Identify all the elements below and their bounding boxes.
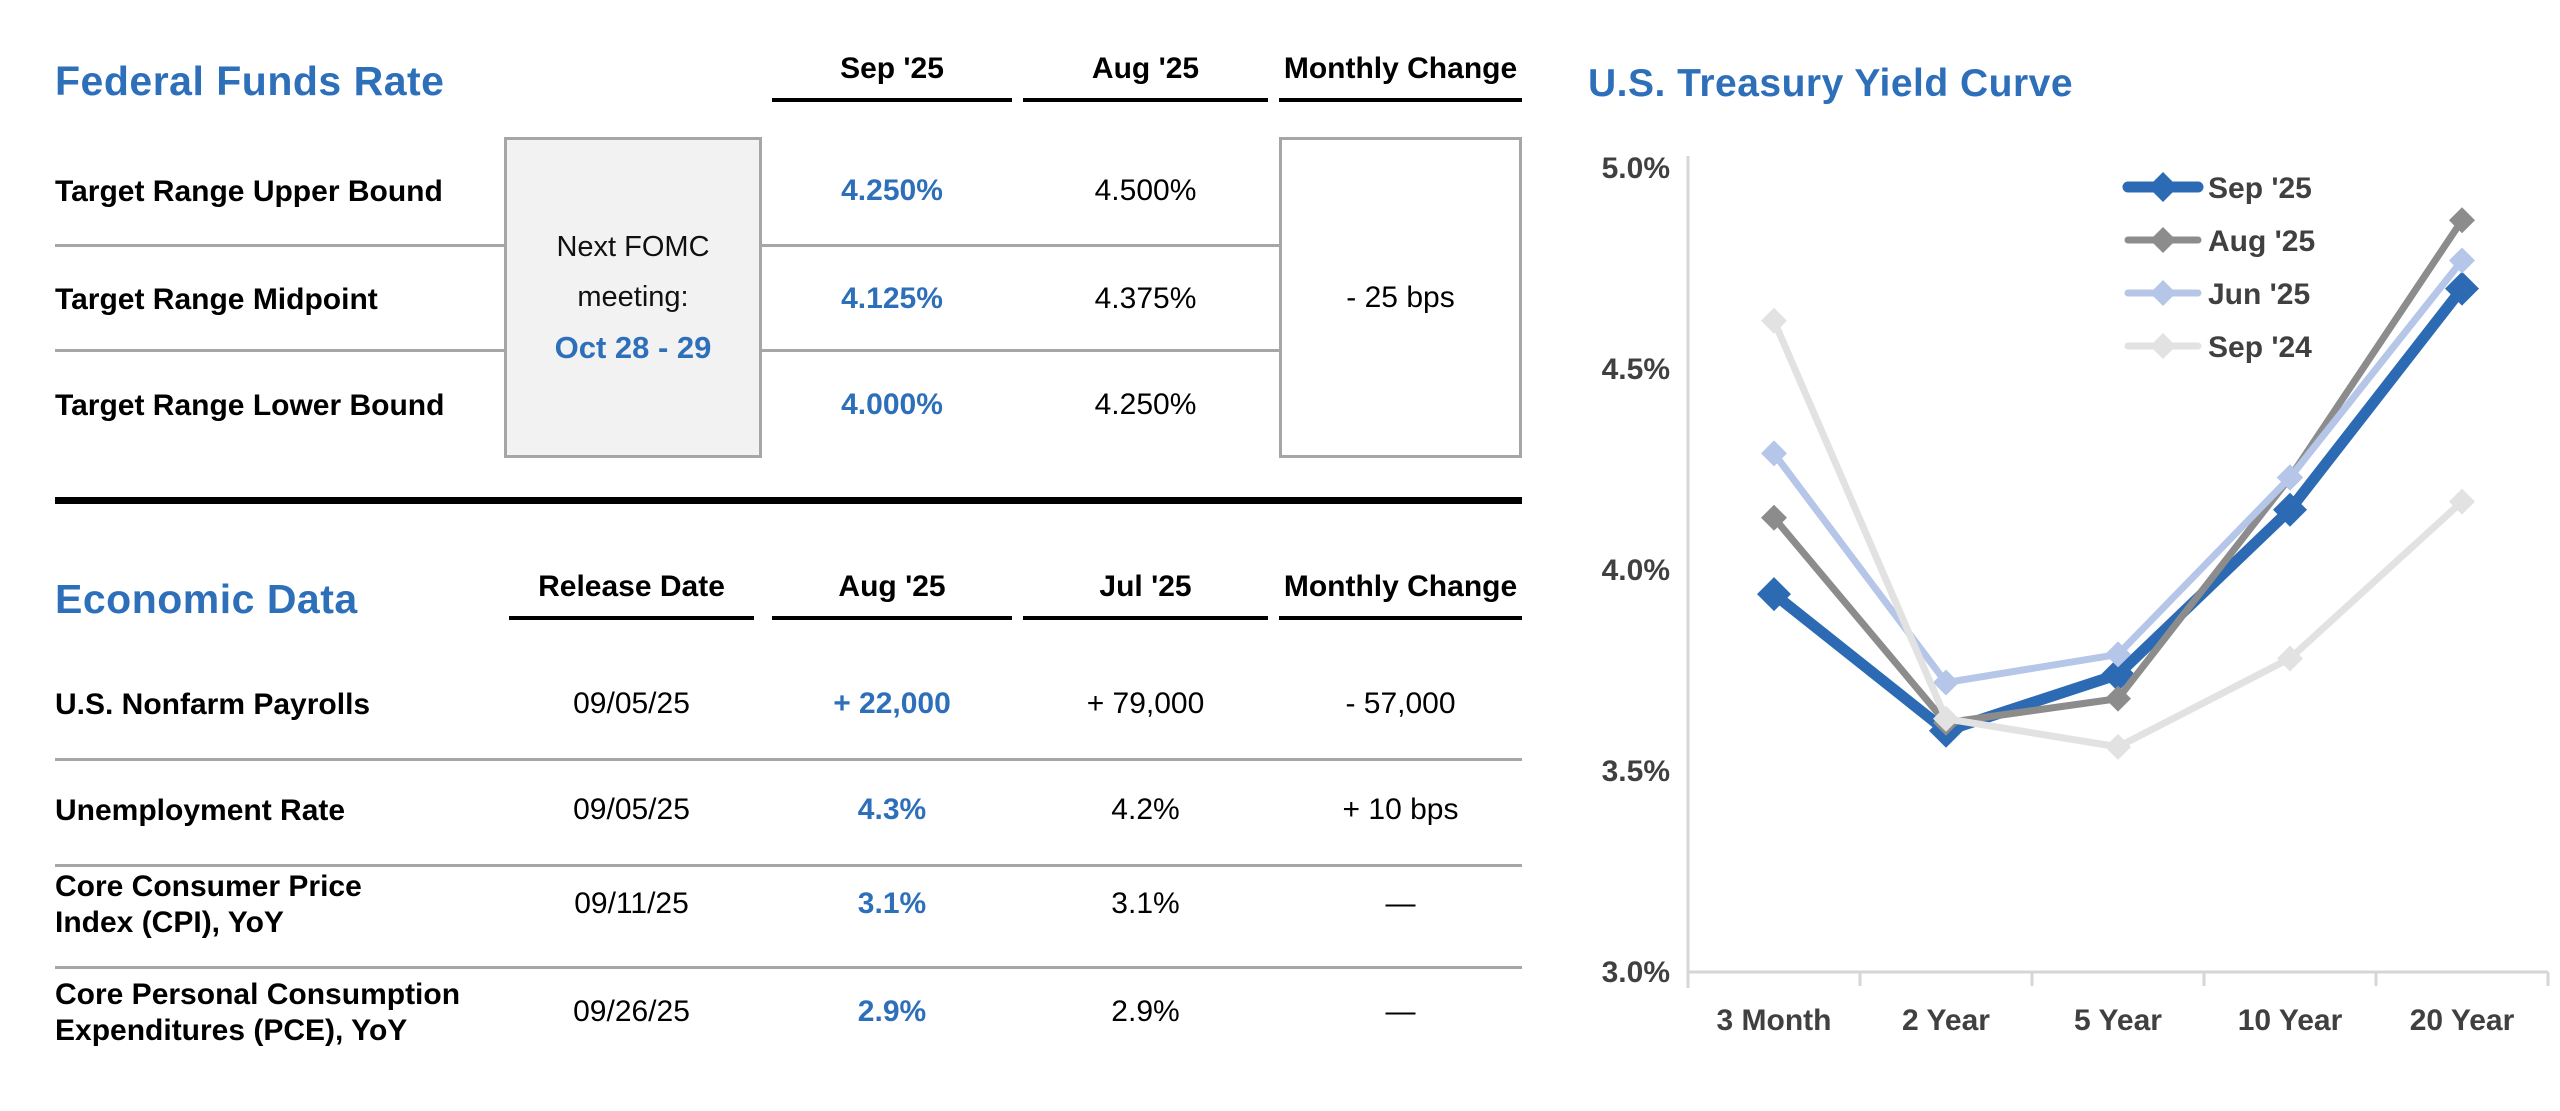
y-tick-label: 3.0% [1602, 956, 1670, 989]
econ-prior-value: 2.9% [1111, 995, 1180, 1028]
yield-curve-chart: 5.0% 4.5% 4.0% 3.5% 3.0% 3 Month 2 Year 5 Year 1… [1602, 152, 2550, 1037]
y-tick-label: 5.0% [1602, 152, 1670, 185]
econ-current-value: 2.9% [857, 995, 927, 1028]
series-marker-Jun '25 [2449, 247, 2475, 274]
econ-row-label: U.S. Nonfarm Payrolls [55, 688, 371, 721]
econ-row-label: Core Personal Consumption Expenditures (… [55, 978, 461, 1047]
fed-row-label: Target Range Midpoint [55, 283, 378, 316]
econ-row-separator [55, 864, 1522, 867]
econ-col-aug25: Aug '25 [772, 570, 1012, 620]
yield-curve-title: U.S. Treasury Yield Curve [1588, 62, 2074, 105]
series-marker-Jun '25 [1761, 440, 1787, 467]
legend-label-Aug '25: Aug '25 [2208, 225, 2315, 258]
y-tick-label: 4.5% [1602, 353, 1670, 386]
econ-release-date: 09/11/25 [574, 887, 689, 920]
fed-row-label: Target Range Upper Bound [55, 175, 443, 208]
legend-label-Sep '24: Sep '24 [2208, 331, 2312, 364]
series-marker-Sep '25 [1757, 577, 1791, 612]
series-line-Jun '25 [1770, 256, 2466, 687]
fed-value-sep25: 4.000% [841, 388, 943, 421]
econ-change-value: — [1385, 995, 1416, 1028]
econ-current-value: 3.1% [857, 887, 927, 920]
x-tick-label: 20 Year [2410, 1004, 2515, 1037]
fed-value-sep25: 4.125% [841, 282, 943, 315]
fed-value-aug25: 4.500% [1094, 174, 1197, 207]
econ-col-monthly-change: Monthly Change [1279, 570, 1522, 620]
econ-row-separator [55, 966, 1522, 969]
fomc-note-line1: Next FOMC [556, 230, 710, 263]
x-tick-label: 3 Month [1717, 1004, 1832, 1037]
legend-marker-Sep '25 [2148, 172, 2178, 202]
econ-release-date: 09/05/25 [573, 687, 690, 720]
fed-value-aug25: 4.375% [1094, 282, 1197, 315]
econ-row-separator [55, 758, 1522, 761]
econ-change-value: + 10 bps [1342, 793, 1459, 826]
econ-prior-value: 4.2% [1111, 793, 1180, 826]
econ-prior-value: 3.1% [1111, 887, 1180, 920]
fed-row-label: Target Range Lower Bound [55, 389, 445, 422]
legend-marker-Sep '24 [2150, 333, 2176, 359]
fed-col-aug25: Aug '25 [1023, 52, 1268, 102]
econ-current-value: 4.3% [857, 793, 927, 826]
fomc-meeting-box: Next FOMC meeting: Oct 28 - 29 [504, 137, 762, 458]
series-marker-Sep '24 [2105, 733, 2131, 760]
econ-row-label: Core Consumer Price Index (CPI), YoY [55, 870, 362, 939]
section-divider [55, 497, 1522, 504]
fed-row-separator [55, 349, 1522, 352]
series-marker-Jun '25 [1933, 669, 1959, 696]
series-marker-Sep '25 [2445, 271, 2479, 306]
legend-label-Sep '25: Sep '25 [2208, 172, 2312, 205]
x-tick-label: 5 Year [2074, 1004, 2162, 1037]
series-marker-Jun '25 [2105, 641, 2131, 668]
econ-release-date: 09/26/25 [573, 995, 690, 1028]
legend-label-Jun '25: Jun '25 [2208, 278, 2310, 311]
econ-change-value: — [1385, 887, 1416, 920]
fed-value-aug25: 4.250% [1094, 388, 1197, 421]
legend-marker-Aug '25 [2150, 227, 2176, 253]
economic-data-title: Economic Data [55, 576, 358, 622]
fed-value-sep25: 4.250% [841, 174, 943, 207]
fed-row-separator [55, 244, 1522, 247]
series-marker-Sep '25 [2273, 492, 2307, 527]
econ-col-jul25: Jul '25 [1023, 570, 1268, 620]
fomc-note-line2: meeting: [577, 280, 689, 313]
y-tick-label: 3.5% [1602, 755, 1670, 788]
fed-monthly-change-box: - 25 bps [1279, 137, 1522, 458]
econ-change-value: - 57,000 [1345, 687, 1456, 720]
econ-col-release-date: Release Date [509, 570, 754, 620]
y-tick-label: 4.0% [1602, 554, 1670, 587]
fed-col-sep25: Sep '25 [772, 52, 1012, 102]
x-tick-label: 10 Year [2238, 1004, 2343, 1037]
series-marker-Jun '25 [2277, 464, 2303, 491]
econ-prior-value: + 79,000 [1086, 687, 1205, 720]
series-marker-Sep '24 [2277, 645, 2303, 672]
series-marker-Sep '24 [2449, 488, 2475, 515]
fomc-meeting-date: Oct 28 - 29 [554, 329, 712, 365]
legend-marker-Jun '25 [2150, 280, 2176, 306]
econ-current-value: + 22,000 [833, 687, 951, 720]
fed-col-monthly-change: Monthly Change [1279, 52, 1522, 102]
econ-release-date: 09/05/25 [573, 793, 690, 826]
series-marker-Aug '25 [2105, 685, 2131, 712]
series-marker-Sep '24 [1761, 307, 1787, 334]
series-marker-Aug '25 [1761, 504, 1787, 531]
fed-funds-title: Federal Funds Rate [55, 58, 445, 104]
econ-row-label: Unemployment Rate [55, 794, 346, 827]
fed-monthly-change-value: - 25 bps [1346, 280, 1455, 314]
series-marker-Sep '24 [1933, 705, 1959, 732]
series-marker-Aug '25 [2449, 207, 2475, 234]
x-tick-label: 2 Year [1902, 1004, 1990, 1037]
